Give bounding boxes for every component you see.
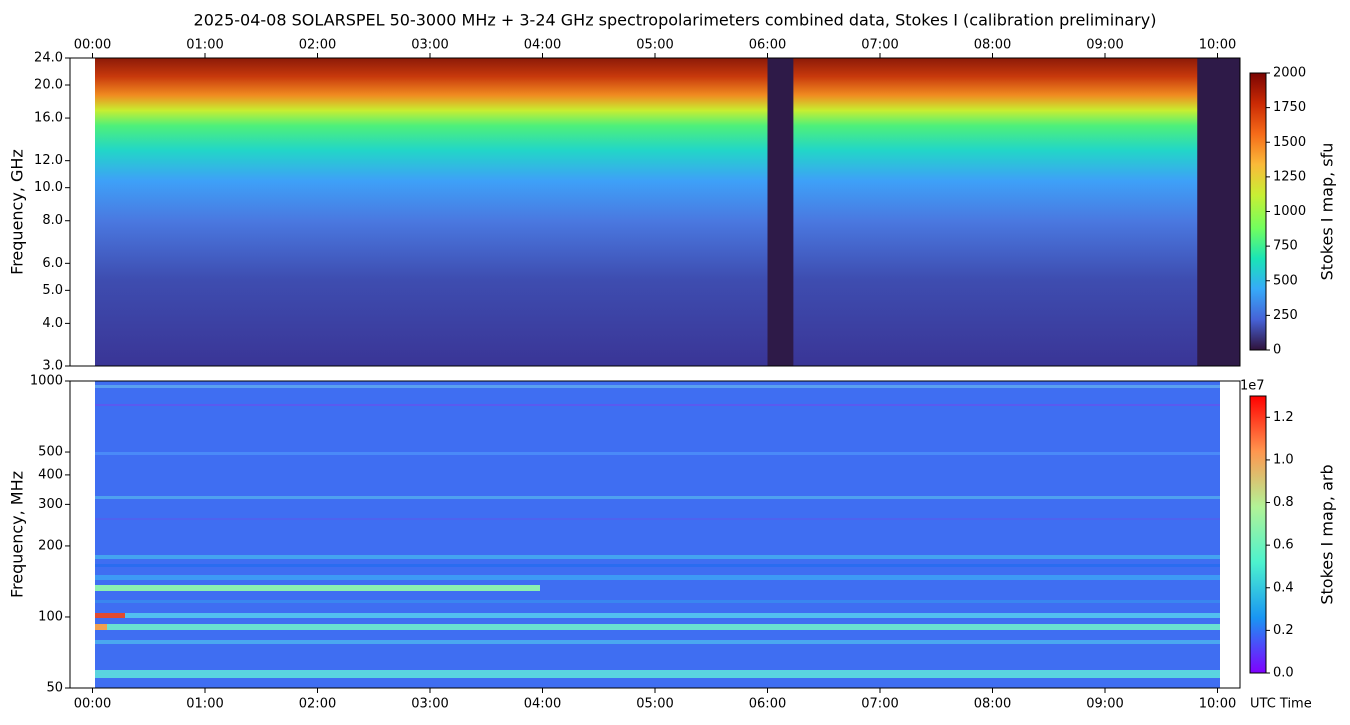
colorbar-offset: 1e7 bbox=[1240, 379, 1265, 394]
y-tick-label: 16.0 bbox=[34, 111, 63, 126]
colorbar-tick-label: 1250 bbox=[1273, 169, 1306, 184]
colorbar-tick-label: 0.6 bbox=[1273, 538, 1294, 553]
x-tick-label: 01:00 bbox=[186, 38, 223, 53]
y-tick-label: 50 bbox=[46, 681, 63, 696]
x-tick-label: 01:00 bbox=[186, 697, 223, 712]
colorbar-tick-label: 1.0 bbox=[1273, 452, 1294, 467]
x-tick-label: 05:00 bbox=[636, 38, 673, 53]
colorbar-tick-label: 2000 bbox=[1273, 66, 1306, 81]
y-axis-label: Frequency, GHz bbox=[8, 149, 27, 275]
y-tick-label: 300 bbox=[38, 497, 63, 512]
x-tick-label: 08:00 bbox=[974, 38, 1011, 53]
colorbar-tick-label: 500 bbox=[1273, 273, 1298, 288]
colorbar bbox=[1249, 72, 1267, 351]
colorbar-tick-label: 0.0 bbox=[1273, 666, 1294, 681]
x-tick-label: 09:00 bbox=[1086, 697, 1123, 712]
colorbar-tick-label: 750 bbox=[1273, 239, 1298, 254]
x-tick-label: 04:00 bbox=[524, 697, 561, 712]
x-tick-label: 03:00 bbox=[411, 697, 448, 712]
y-tick-label: 500 bbox=[38, 445, 63, 460]
y-tick-label: 12.0 bbox=[34, 153, 63, 168]
x-tick-label: 02:00 bbox=[299, 38, 336, 53]
colorbar-label: Stokes I map, arb bbox=[1318, 464, 1337, 604]
colorbar-tick-label: 1500 bbox=[1273, 135, 1306, 150]
colorbar-tick-label: 0.8 bbox=[1273, 495, 1294, 510]
x-tick-label: 07:00 bbox=[861, 697, 898, 712]
colorbar-tick-label: 0.4 bbox=[1273, 580, 1294, 595]
y-tick-label: 6.0 bbox=[42, 256, 63, 271]
y-tick-label: 8.0 bbox=[42, 213, 63, 228]
colorbar-label: Stokes I map, sfu bbox=[1318, 143, 1337, 281]
y-axis-label: Frequency, MHz bbox=[8, 471, 27, 598]
y-tick-label: 3.0 bbox=[42, 359, 63, 374]
colorbar-tick-label: 250 bbox=[1273, 308, 1298, 323]
colorbar-tick-label: 1.2 bbox=[1273, 410, 1294, 425]
colorbar-tick-label: 0.2 bbox=[1273, 623, 1294, 638]
x-tick-label: 10:00 bbox=[1199, 38, 1236, 53]
colorbar-tick-label: 0 bbox=[1273, 343, 1281, 358]
y-tick-label: 10.0 bbox=[34, 180, 63, 195]
y-tick-label: 20.0 bbox=[34, 78, 63, 93]
x-tick-label: 00:00 bbox=[74, 697, 111, 712]
low-band-spectrogram bbox=[95, 381, 1220, 688]
x-tick-label: 08:00 bbox=[974, 697, 1011, 712]
y-tick-label: 1000 bbox=[30, 374, 63, 389]
data-gap bbox=[1197, 58, 1240, 366]
data-gap bbox=[767, 58, 794, 366]
y-tick-label: 4.0 bbox=[42, 316, 63, 331]
colorbar-tick-label: 1000 bbox=[1273, 204, 1306, 219]
x-tick-label: 00:00 bbox=[74, 38, 111, 53]
x-tick-label: 05:00 bbox=[636, 697, 673, 712]
colorbar-tick-label: 1750 bbox=[1273, 100, 1306, 115]
x-tick-label: 03:00 bbox=[411, 38, 448, 53]
y-tick-label: 5.0 bbox=[42, 283, 63, 298]
chart-title: 2025-04-08 SOLARSPEL 50-3000 MHz + 3-24 … bbox=[194, 11, 1157, 30]
x-tick-label: 06:00 bbox=[749, 697, 786, 712]
x-tick-label: 02:00 bbox=[299, 697, 336, 712]
x-axis-label: UTC Time bbox=[1250, 697, 1312, 712]
y-tick-label: 100 bbox=[38, 609, 63, 624]
y-tick-label: 200 bbox=[38, 538, 63, 553]
x-tick-label: 09:00 bbox=[1086, 38, 1123, 53]
x-tick-label: 06:00 bbox=[749, 38, 786, 53]
high-band-spectrogram bbox=[95, 58, 1240, 366]
x-tick-label: 07:00 bbox=[861, 38, 898, 53]
x-tick-label: 10:00 bbox=[1199, 697, 1236, 712]
colorbar bbox=[1249, 395, 1267, 674]
y-tick-label: 400 bbox=[38, 467, 63, 482]
x-tick-label: 04:00 bbox=[524, 38, 561, 53]
y-tick-label: 24.0 bbox=[34, 51, 63, 66]
